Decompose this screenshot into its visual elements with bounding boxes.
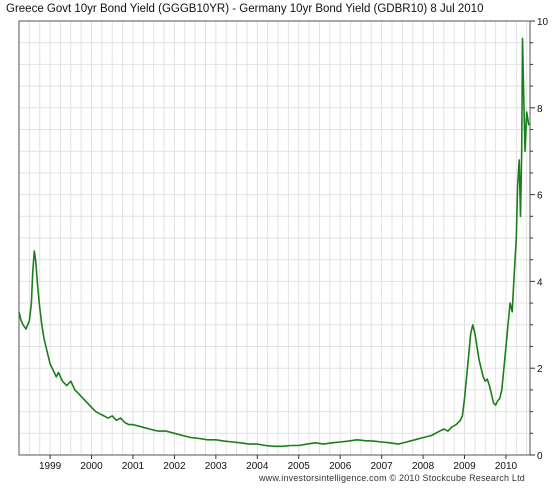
chart-grid <box>18 20 530 456</box>
x-axis-ticks: 1999 2000 2001 2002 2003 2004 2005 2006 2007 2008… <box>39 455 518 472</box>
y-tick-label: 6 <box>537 191 543 202</box>
x-tick-label: 2008 <box>412 461 435 472</box>
chart-title: Greece Govt 10yr Bond Yield (GGGB10YR) -… <box>6 3 484 15</box>
x-tick-label: 2007 <box>371 461 394 472</box>
x-tick-label: 2001 <box>122 461 145 472</box>
x-tick-label: 2000 <box>80 461 103 472</box>
y-tick-label: 2 <box>537 364 543 375</box>
x-tick-label: 2006 <box>329 461 352 472</box>
x-tick-label: 2010 <box>495 461 518 472</box>
x-tick-label: 2002 <box>163 461 186 472</box>
chart-footer: www.investorsintelligence.com © 2010 Sto… <box>258 473 525 483</box>
series-line <box>18 37 530 448</box>
y-tick-label: 10 <box>537 17 549 28</box>
x-tick-label: 2009 <box>453 461 476 472</box>
x-tick-label: 2003 <box>205 461 228 472</box>
x-tick-label: 2004 <box>246 461 269 472</box>
x-tick-label: 2005 <box>288 461 311 472</box>
y-axis-ticks: 0 2 4 6 8 10 <box>530 17 549 462</box>
y-tick-label: 4 <box>537 277 543 288</box>
x-tick-label: 1999 <box>39 461 62 472</box>
y-tick-label: 8 <box>537 104 543 115</box>
y-tick-label: 0 <box>537 451 543 462</box>
